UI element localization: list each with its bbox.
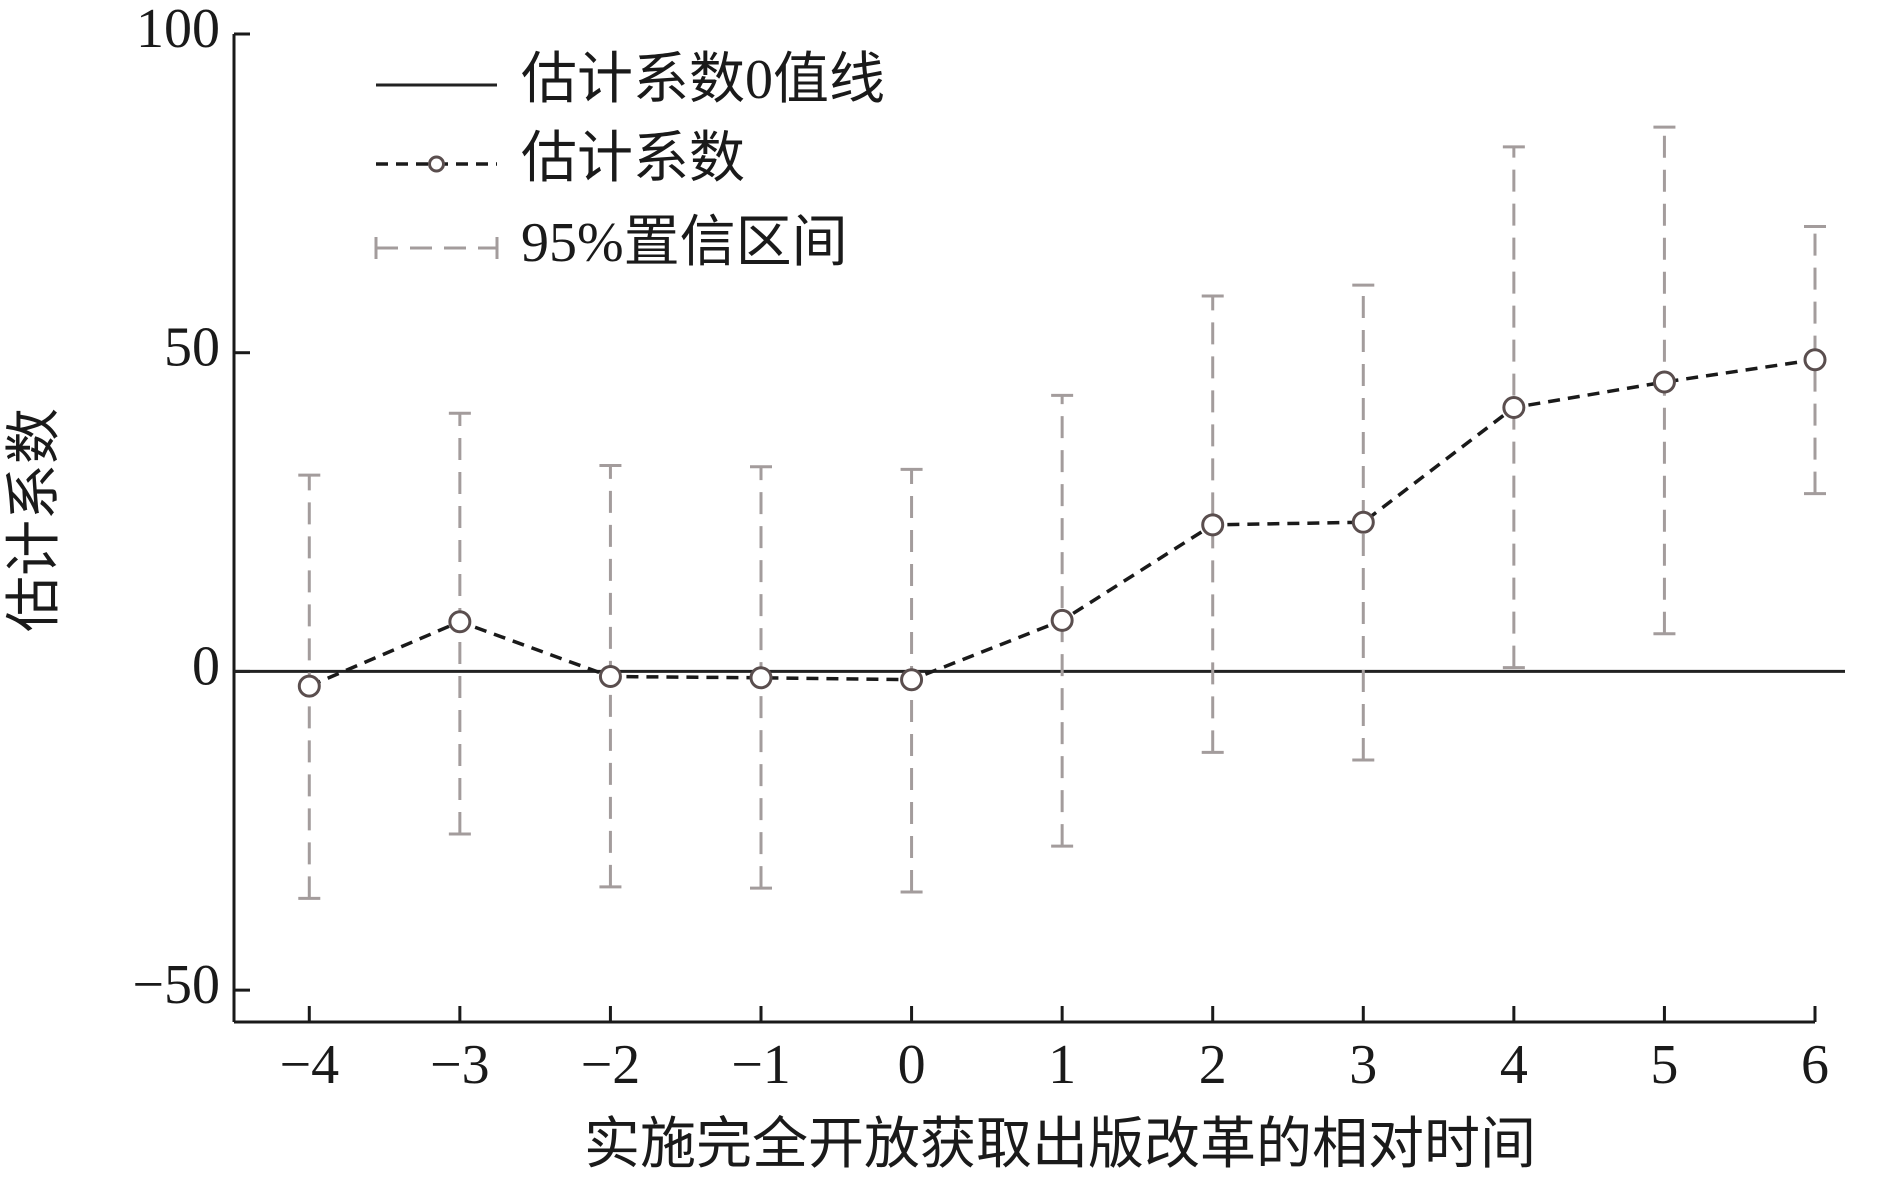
- coefficient-marker: [1803, 348, 1827, 372]
- legend-label: 95%置信区间: [521, 212, 848, 274]
- legend-label: 估计系数: [521, 128, 745, 190]
- legend-swatch: [428, 155, 445, 173]
- x-tick-label: 4: [1500, 1034, 1528, 1096]
- y-tick-label: −50: [132, 954, 220, 1016]
- error-bar: [1502, 145, 1525, 670]
- coefficient-marker: [297, 674, 321, 698]
- x-tick-label: 1: [1048, 1034, 1076, 1096]
- x-axis-label: 实施完全开放获取出版改革的相对时间: [584, 1114, 1536, 1176]
- coefficient-marker: [749, 666, 773, 690]
- y-tick-label: 0: [192, 635, 220, 697]
- coefficient-marker: [1351, 510, 1375, 534]
- coefficient-marker: [1050, 608, 1074, 632]
- x-tick-label: 3: [1349, 1034, 1377, 1096]
- x-tick-label: −1: [731, 1034, 791, 1096]
- coefficient-marker: [1652, 370, 1676, 394]
- coefficient-marker: [598, 665, 622, 689]
- y-axis-label: 估计系数: [4, 408, 66, 632]
- error-bar: [1201, 294, 1224, 754]
- y-tick-label: 50: [164, 317, 220, 379]
- y-tick-label: 100: [136, 0, 220, 60]
- error-bar: [1352, 283, 1375, 762]
- x-tick-label: 5: [1650, 1034, 1678, 1096]
- coefficient-marker: [1201, 513, 1225, 537]
- x-tick-label: −3: [430, 1034, 490, 1096]
- x-tick-label: 0: [898, 1034, 926, 1096]
- coefficient-marker: [900, 668, 924, 692]
- x-tick-label: −2: [581, 1034, 641, 1096]
- coefficient-marker: [1502, 396, 1526, 420]
- legend-label: 估计系数0值线: [521, 49, 885, 111]
- x-tick-label: 2: [1199, 1034, 1227, 1096]
- error-bar: [1804, 225, 1826, 496]
- x-tick-label: 6: [1801, 1034, 1829, 1096]
- coefficient-marker: [448, 610, 472, 634]
- x-tick-label: −4: [279, 1034, 339, 1096]
